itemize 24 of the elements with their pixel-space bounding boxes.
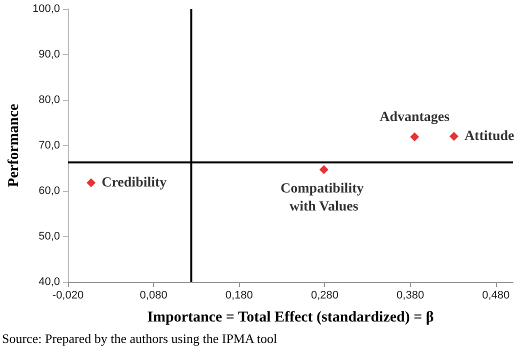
source-note: Source: Prepared by the authors using the IPMA tool xyxy=(2,331,278,347)
y-tick-label: 100,0 xyxy=(32,3,60,15)
series-label: Compatibility with Values xyxy=(280,182,368,215)
y-axis-title: Performance xyxy=(6,104,22,188)
series-label: Attitude xyxy=(464,128,514,144)
x-tick-label: 0,080 xyxy=(140,290,168,302)
x-tick-label: 0,180 xyxy=(225,290,253,302)
y-tick-label: 90,0 xyxy=(38,48,60,60)
x-tick-label: 0,280 xyxy=(310,290,338,302)
series-label: Advantages xyxy=(380,110,450,125)
x-axis-title: Importance = Total Effect (standardized) = β xyxy=(147,310,434,326)
point xyxy=(410,132,420,142)
x-tick-label: 0,480 xyxy=(482,290,510,302)
x-tick-label: 0,380 xyxy=(396,290,424,302)
y-tick-label: 80,0 xyxy=(38,94,60,106)
y-tick-label: 70,0 xyxy=(38,140,60,152)
x-tick-label: -0,020 xyxy=(52,290,84,302)
y-tick-label: 40,0 xyxy=(38,276,60,288)
point xyxy=(449,132,458,141)
y-tick-label: 60,0 xyxy=(38,185,60,197)
y-tick-label: 50,0 xyxy=(38,230,60,242)
point xyxy=(86,178,96,188)
point xyxy=(319,165,328,174)
series-label: Credibility xyxy=(102,175,167,190)
